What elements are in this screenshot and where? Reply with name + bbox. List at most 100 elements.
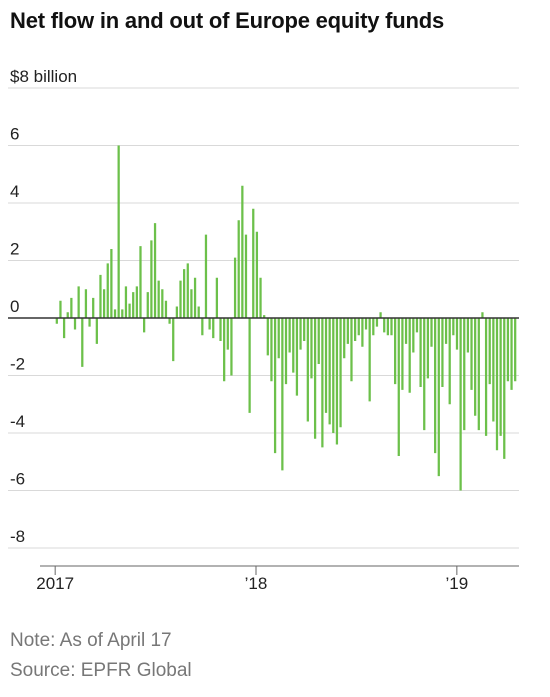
y-tick-label: 4	[10, 182, 19, 201]
bar	[419, 318, 422, 387]
bar	[55, 318, 58, 324]
bar	[303, 318, 306, 341]
bar	[423, 318, 426, 431]
bar	[161, 289, 164, 318]
bar	[128, 303, 131, 319]
bar	[412, 318, 415, 353]
bar	[339, 318, 342, 428]
bar	[484, 318, 488, 436]
bar	[481, 312, 484, 318]
bar	[95, 318, 98, 344]
bar	[383, 318, 386, 333]
bar	[357, 318, 360, 336]
bar	[237, 220, 240, 318]
bar	[466, 318, 470, 353]
bar	[401, 318, 404, 390]
bar	[292, 318, 295, 373]
bar	[215, 277, 219, 318]
bar	[124, 286, 128, 319]
bar	[506, 318, 510, 382]
bar	[368, 318, 371, 402]
bar	[310, 318, 313, 379]
bar	[426, 318, 430, 379]
bar	[143, 318, 146, 333]
bar	[455, 318, 459, 350]
bar	[117, 145, 120, 318]
y-tick-label: -4	[10, 412, 25, 431]
bar	[248, 318, 251, 413]
bar	[132, 292, 135, 319]
bar	[153, 223, 157, 319]
bar	[233, 257, 237, 319]
bar	[241, 185, 244, 318]
bar	[172, 318, 175, 362]
bar	[252, 208, 255, 318]
bar	[157, 280, 160, 319]
bar	[499, 318, 502, 436]
bar	[168, 318, 171, 324]
bar	[430, 318, 433, 347]
bar	[503, 318, 506, 459]
bar	[62, 318, 66, 339]
bar	[92, 297, 95, 319]
bar	[372, 318, 375, 336]
y-tick-label: -8	[10, 527, 25, 546]
bar	[139, 246, 142, 319]
bar	[193, 277, 197, 318]
bar	[226, 318, 229, 350]
bar	[273, 318, 277, 454]
bar	[204, 234, 208, 319]
bar	[394, 318, 397, 385]
bar	[332, 318, 335, 433]
bar	[84, 289, 88, 318]
bar	[379, 312, 382, 318]
bar	[437, 318, 440, 477]
bar	[150, 240, 153, 319]
y-tick-labels: $8 billion -8 -6 -4 -2 0 2 4 6	[10, 67, 77, 546]
bar	[179, 280, 182, 319]
bar	[183, 269, 186, 319]
bar	[459, 318, 462, 491]
bar	[230, 318, 233, 376]
bars	[55, 145, 517, 491]
bar	[343, 318, 346, 359]
x-axis: 2017 ’18 ’19	[36, 565, 519, 593]
bar	[514, 318, 517, 382]
bar	[288, 318, 291, 353]
bar	[164, 300, 168, 318]
x-tick-label: 2017	[36, 574, 74, 593]
bar	[364, 318, 368, 330]
y-tick-label: 6	[10, 125, 19, 144]
bar	[448, 318, 451, 405]
bar	[106, 263, 109, 319]
bar	[313, 318, 317, 439]
y-tick-label: -2	[10, 355, 25, 374]
y-tick-label: -6	[10, 470, 25, 489]
x-tick-label: ’18	[245, 574, 268, 593]
bar	[81, 318, 84, 367]
bar	[259, 277, 262, 318]
bar	[88, 318, 91, 327]
bar	[99, 274, 102, 319]
y-tick-label: 0	[10, 297, 19, 316]
bar	[463, 318, 466, 431]
bar	[281, 318, 284, 471]
bar	[335, 318, 339, 445]
bar	[110, 249, 113, 318]
bar	[270, 318, 273, 382]
bar	[197, 306, 200, 318]
chart-svg: $8 billion -8 -6 -4 -2 0 2 4 6 2017 ’18 ’19	[8, 67, 519, 593]
bar	[397, 318, 400, 456]
bar	[113, 309, 117, 319]
bar	[477, 318, 480, 431]
bar	[223, 318, 226, 382]
bar	[208, 318, 211, 330]
bar	[70, 297, 73, 319]
bar	[219, 318, 222, 341]
bar	[495, 318, 499, 451]
bar	[361, 318, 364, 347]
bar	[408, 318, 411, 393]
bar	[444, 318, 448, 344]
bar	[212, 318, 215, 339]
bar	[102, 289, 106, 318]
